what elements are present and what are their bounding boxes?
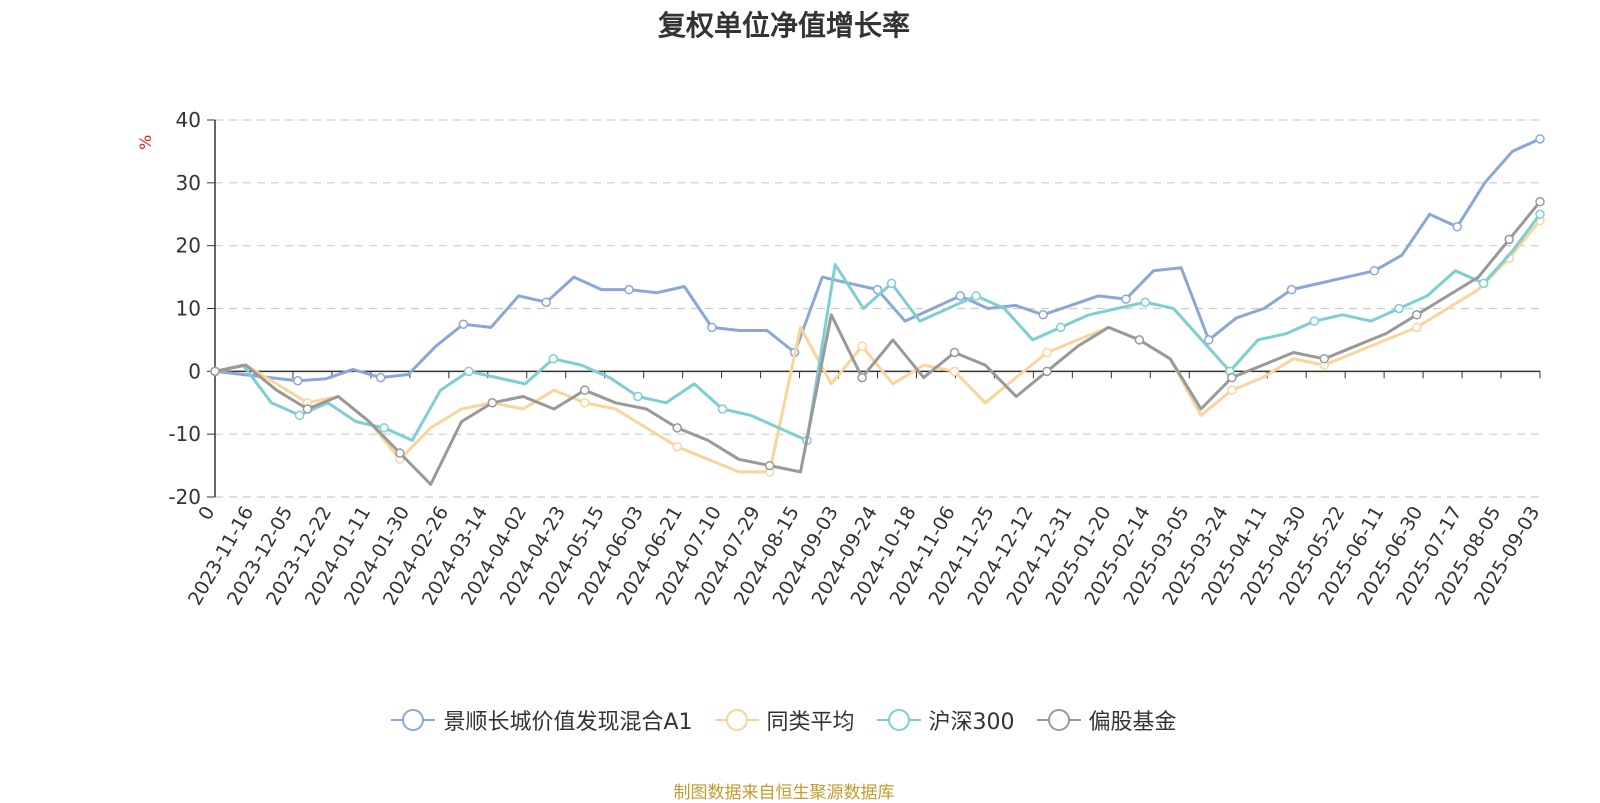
data-point [1055, 322, 1066, 333]
data-point [764, 460, 775, 471]
data-point [1452, 222, 1462, 232]
data-point [293, 376, 303, 386]
data-point [1411, 310, 1422, 320]
data-point [672, 423, 682, 433]
data-point [395, 448, 405, 458]
legend-marker-icon [391, 709, 436, 731]
data-point [949, 347, 960, 358]
series-line [214, 213, 1542, 442]
data-point [1038, 310, 1048, 320]
data-point [210, 366, 220, 377]
data-point [458, 319, 469, 329]
data-point [1042, 347, 1052, 358]
legend-item-3[interactable]: 偏股基金 [1036, 704, 1177, 736]
data-point [463, 366, 474, 377]
data-point [624, 284, 634, 295]
series-3 [210, 196, 1545, 486]
series-line [214, 137, 1541, 383]
data-point [955, 291, 966, 301]
series-2 [210, 209, 1545, 446]
data-point [1319, 354, 1330, 364]
y-tick-label: 20 [176, 234, 201, 258]
y-tick-label: 40 [176, 108, 201, 132]
data-point [1140, 297, 1151, 307]
data-point [633, 391, 643, 402]
data-point [548, 354, 559, 364]
data-point [1286, 284, 1297, 295]
data-point [1204, 335, 1214, 345]
data-point [302, 404, 313, 414]
data-point [487, 398, 498, 408]
y-tick-label: 0 [188, 359, 201, 383]
y-tick-label: 10 [176, 297, 201, 321]
series-line [214, 219, 1542, 474]
source-note: 制图数据来自恒生聚源数据库 [673, 783, 895, 803]
series-1 [210, 215, 1545, 477]
data-point [1535, 196, 1545, 207]
data-point [717, 404, 728, 414]
x-tick-label: 0 [194, 503, 219, 524]
data-point [1121, 294, 1131, 304]
data-point [1227, 372, 1237, 383]
chart-title: 复权单位净值增长率 [657, 9, 910, 42]
legend-label: 偏股基金 [1088, 710, 1177, 735]
data-point [1535, 209, 1545, 219]
data-point [857, 341, 867, 351]
data-point [1042, 366, 1052, 377]
legend-marker-icon [714, 709, 759, 731]
data-point [1535, 134, 1545, 144]
data-point [1411, 322, 1422, 333]
data-point [971, 291, 981, 301]
axes [207, 119, 1541, 498]
legend-label: 景顺长城价值发现混合A1 [443, 710, 693, 735]
data-point [541, 297, 551, 307]
data-point [886, 278, 897, 289]
legend-item-0[interactable]: 景顺长城价值发现混合A1 [391, 704, 693, 736]
y-tick-label: -10 [168, 422, 201, 446]
data-point [1369, 266, 1380, 276]
data-point [580, 385, 590, 395]
data-point [375, 372, 386, 383]
series-line [214, 200, 1542, 486]
series-lines [210, 134, 1545, 486]
data-point [580, 398, 590, 408]
data-point [949, 366, 960, 377]
legend-label: 沪深300 [928, 710, 1015, 735]
legend-item-1[interactable]: 同类平均 [714, 704, 855, 736]
data-point [1227, 385, 1237, 395]
legend-marker-icon [876, 709, 921, 731]
y-tick-label: 30 [176, 171, 201, 195]
legend-item-2[interactable]: 沪深300 [876, 704, 1015, 736]
data-point [672, 441, 682, 452]
data-point [857, 372, 867, 383]
data-point [379, 423, 389, 433]
legend-marker-icon [1036, 709, 1081, 731]
grid-lines [215, 119, 1540, 498]
y-tick-label: -20 [168, 485, 201, 509]
data-point [1309, 316, 1320, 326]
series-0 [210, 134, 1545, 386]
data-point [1478, 278, 1489, 289]
data-point [707, 322, 717, 333]
data-point [1134, 335, 1145, 345]
data-point [294, 410, 305, 421]
legend-label: 同类平均 [766, 710, 855, 735]
data-point [872, 284, 883, 295]
data-point [1394, 303, 1404, 314]
legend: 景顺长城价值发现混合A1 同类平均 沪深300 偏股基金 [0, 704, 1568, 736]
data-point [1504, 234, 1514, 245]
